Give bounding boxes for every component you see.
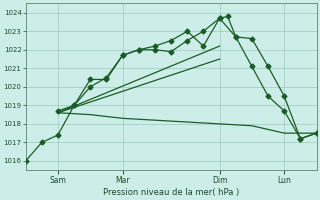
X-axis label: Pression niveau de la mer( hPa ): Pression niveau de la mer( hPa ) — [103, 188, 239, 197]
